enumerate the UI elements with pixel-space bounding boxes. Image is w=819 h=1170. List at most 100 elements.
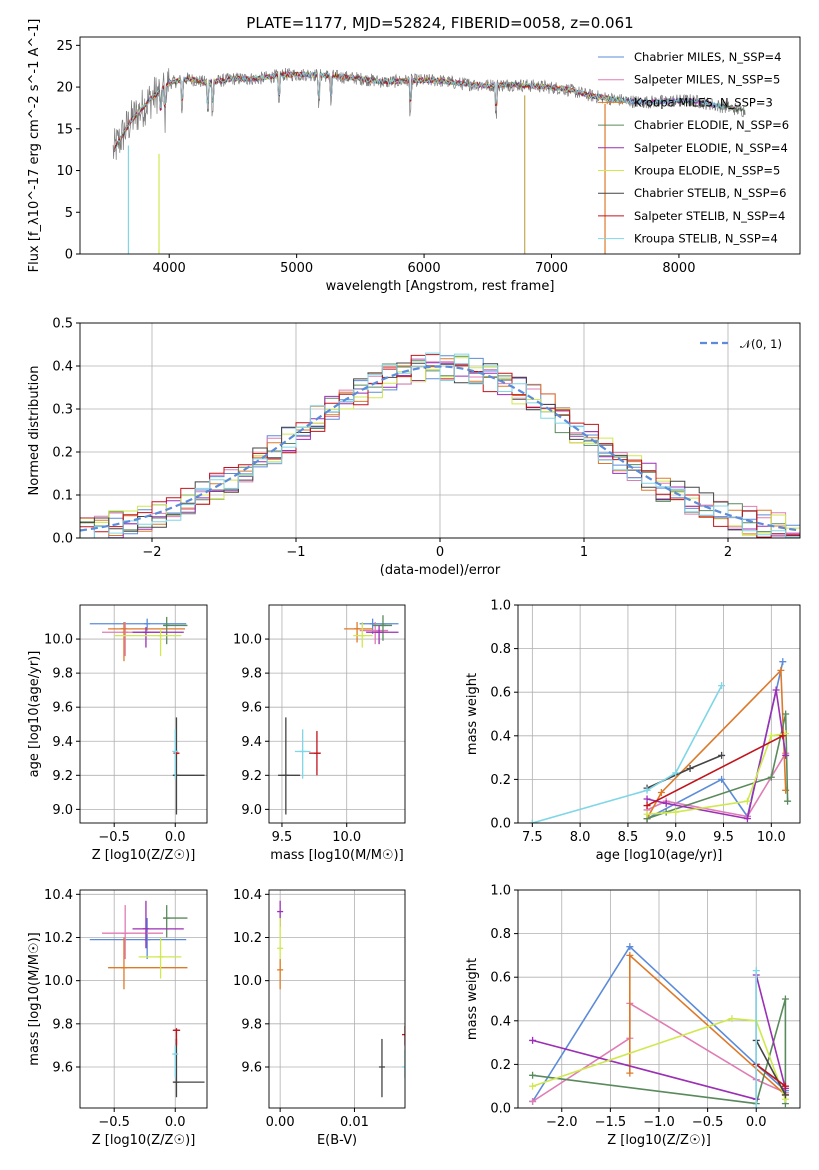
plus-marker	[643, 802, 651, 810]
plus-marker	[643, 786, 651, 794]
plus-marker	[781, 1082, 789, 1090]
y-tick-label: 0.0	[490, 1102, 511, 1117]
y-tick-label: 0	[65, 248, 73, 263]
plus-marker	[777, 666, 785, 674]
x-tick-label: −1.5	[595, 1115, 627, 1130]
axes-frame	[517, 889, 801, 1109]
plus-marker	[743, 815, 751, 823]
x-tick-label: −0.5	[692, 1115, 724, 1130]
axes-frame	[79, 36, 801, 255]
y-tick-label: 0.6	[490, 971, 511, 986]
series-line	[532, 998, 787, 1105]
series-line	[646, 735, 784, 807]
x-axis-label: Z [log10(Z/Z☉)]	[92, 848, 196, 863]
spectrum-panel: 4000 5000 6000 7000 8000 0 5 10 15 20 25 wavelength…	[27, 14, 801, 294]
x-tick-label: −2	[142, 545, 161, 560]
plus-marker	[529, 1036, 537, 1044]
plus-marker	[643, 795, 651, 803]
y-tick-label: 0.4	[490, 729, 511, 744]
plus-marker	[626, 943, 634, 951]
series-line	[755, 1063, 786, 1087]
y-tick-label: 10.0	[44, 974, 73, 989]
x-tick-label: 2	[724, 545, 732, 560]
x-axis-label: mass [log10(M/M☉)]	[270, 848, 403, 863]
y-tick-label: 0.3	[52, 403, 73, 418]
x-tick-label: −0.5	[98, 1115, 130, 1130]
axes-frame	[517, 604, 801, 824]
y-tick-label: 0.2	[52, 446, 73, 461]
legend-label: Salpeter MILES, N_SSP=5	[634, 73, 780, 87]
axes-frame	[79, 604, 208, 824]
y-tick-label: 9.4	[52, 735, 73, 750]
x-tick-label: 7.5	[522, 830, 543, 845]
plus-marker	[718, 682, 726, 690]
y-tick-label: 10.0	[233, 633, 262, 648]
plus-marker	[781, 1091, 789, 1099]
series-line	[532, 685, 723, 823]
x-tick-label: 6000	[408, 261, 441, 276]
plus-marker	[779, 732, 787, 740]
y-tick-label: 0.4	[52, 360, 73, 375]
mass-weight-vs-metallicity-panel: −2.0 −1.5 −1.0 −0.5 0.0 0.0 0.2 0.4 0.6 0.8 1.0 Z […	[465, 884, 801, 1148]
y-tick-label: 0.2	[490, 1058, 511, 1073]
plus-marker	[718, 775, 726, 783]
y-tick-label: 9.6	[241, 1060, 262, 1075]
x-tick-label: −1	[286, 545, 305, 560]
axes-frame	[268, 889, 406, 1109]
spectrum-lines	[112, 67, 746, 254]
y-tick-label: 9.8	[241, 1017, 262, 1032]
residual-histogram-panel: −2 −1 0 1 2 0.0 0.1 0.2 0.3 0.4 0.5 (data-model)/er…	[27, 317, 801, 578]
x-axis-label: wavelength [Angstrom, rest frame]	[326, 279, 555, 294]
y-tick-label: 0.4	[490, 1014, 511, 1029]
plus-marker	[529, 1071, 537, 1079]
y-tick-label: 0.0	[490, 817, 511, 832]
axes-frame	[79, 889, 208, 1109]
y-axis-label: mass weight	[465, 958, 480, 1040]
y-tick-label: 9.8	[241, 667, 262, 682]
y-tick-label: 10.0	[44, 633, 73, 648]
y-tick-label: 0.1	[52, 489, 73, 504]
chart-title: PLATE=1177, MJD=52824, FIBERID=0058, z=0…	[246, 14, 633, 32]
x-tick-label: 0.01	[340, 1115, 369, 1130]
plus-marker	[672, 808, 680, 816]
series-line	[646, 752, 787, 818]
plus-marker	[782, 710, 790, 718]
x-tick-label: 4000	[153, 261, 186, 276]
x-tick-label: 0.0	[165, 830, 186, 845]
error-bars	[278, 615, 399, 815]
y-tick-label: 10.4	[44, 888, 73, 903]
y-tick-label: 9.2	[241, 769, 262, 784]
histogram-steps	[80, 352, 800, 538]
y-tick-label: 9.6	[52, 1060, 73, 1075]
y-tick-label: 9.0	[52, 803, 73, 818]
y-tick-label: 25	[56, 39, 73, 54]
plus-marker	[779, 658, 787, 666]
plus-marker	[781, 995, 789, 1003]
y-tick-label: 0.8	[490, 927, 511, 942]
x-tick-label: −2.0	[546, 1115, 578, 1130]
axes-frame	[268, 604, 406, 824]
legend-label: Chabrier STELIB, N_SSP=6	[634, 186, 786, 200]
plus-marker	[772, 686, 780, 694]
plus-marker	[782, 751, 790, 759]
plus-marker	[743, 797, 751, 805]
age-vs-metallicity-panel: −0.5 0.0 9.0 9.2 9.4 9.6 9.8 10.0 Z [log10(Z/Z☉)…	[27, 604, 208, 863]
mass-vs-metallicity-panel: −0.5 0.0 9.6 9.8 10.0 10.2 10.4 Z [log10(Z/Z☉)]…	[27, 888, 208, 1148]
x-tick-label: 5000	[280, 261, 313, 276]
y-tick-label: 1.0	[490, 599, 511, 614]
x-axis-label: Z [log10(Z/Z☉)]	[92, 1133, 196, 1148]
y-tick-label: 20	[56, 81, 73, 96]
y-tick-label: 5	[65, 206, 73, 221]
plus-marker	[529, 1082, 537, 1090]
model-spectrum-line	[114, 71, 724, 152]
x-tick-label: 0.0	[746, 1115, 767, 1130]
mass-vs-extinction-panel: 0.00 0.01 9.6 9.8 10.0 10.2 10.4 E(B-V)	[233, 888, 406, 1148]
x-tick-label: 0.00	[266, 1115, 295, 1130]
y-tick-label: 9.8	[52, 667, 73, 682]
plus-marker	[672, 769, 680, 777]
plus-marker	[626, 1069, 634, 1077]
error-bars	[277, 900, 405, 1098]
series-line	[532, 1017, 787, 1100]
y-axis-label: age [log10(age/yr)]	[27, 651, 42, 778]
